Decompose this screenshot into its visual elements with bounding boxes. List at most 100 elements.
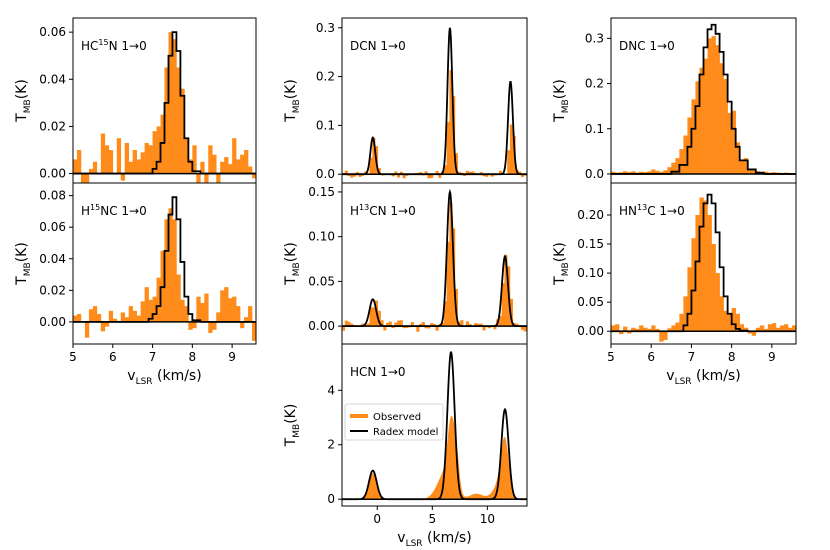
observed-bar bbox=[100, 321, 106, 332]
observed-bar bbox=[216, 312, 221, 322]
observed-bar bbox=[168, 208, 173, 322]
observed-bar bbox=[164, 67, 169, 174]
observed-bar bbox=[419, 323, 423, 327]
observed-bar bbox=[108, 150, 114, 174]
observed-bar bbox=[397, 174, 401, 178]
y-tick-label: 0.02 bbox=[39, 119, 66, 133]
observed-bar bbox=[643, 327, 648, 332]
observed-bar bbox=[124, 142, 129, 174]
panel-hc15n: 0.00 0.02 0.04 0.06 HC15N 1→0 TMB(K) bbox=[14, 17, 257, 184]
observed-bar bbox=[655, 170, 660, 174]
observed-bar bbox=[671, 162, 676, 174]
legend-box bbox=[344, 403, 444, 441]
observed-bar bbox=[457, 171, 461, 175]
observed-bar bbox=[152, 296, 157, 322]
x-tick-label: 0 bbox=[373, 512, 381, 526]
observed-bar bbox=[485, 174, 489, 177]
observed-bar bbox=[731, 110, 736, 174]
observed-bar bbox=[479, 323, 483, 327]
observed-bar bbox=[791, 325, 796, 332]
observed-bar bbox=[104, 145, 110, 174]
observed-bar bbox=[184, 306, 189, 322]
observed-bar bbox=[156, 126, 161, 174]
model-line bbox=[611, 193, 796, 333]
observed-bar bbox=[342, 326, 346, 331]
observed-bar bbox=[196, 296, 201, 322]
observed-bar bbox=[410, 321, 414, 327]
x-tick-label: 6 bbox=[647, 350, 655, 364]
observed-bar bbox=[347, 321, 351, 327]
observed-bar bbox=[751, 170, 757, 174]
observed-bar bbox=[699, 197, 704, 332]
observed-bar bbox=[232, 296, 237, 322]
observed-bar bbox=[727, 112, 732, 174]
observed-bar bbox=[775, 327, 781, 332]
observed-bar bbox=[659, 331, 664, 342]
observed-bar bbox=[160, 114, 165, 174]
observed-bar bbox=[743, 158, 749, 174]
observed-bar bbox=[236, 159, 241, 174]
observed-bar bbox=[424, 171, 428, 175]
y-tick-label: 0.00 bbox=[39, 167, 66, 181]
observed-bar bbox=[695, 81, 700, 174]
observed-bar bbox=[520, 326, 524, 330]
observed-bar bbox=[504, 254, 508, 327]
observed-bar bbox=[747, 331, 753, 334]
panel-frame bbox=[341, 343, 528, 507]
observed-bar bbox=[236, 306, 241, 322]
observed-bar bbox=[759, 325, 765, 332]
observed-bar bbox=[647, 171, 652, 174]
panel-h15nc: 0.00 0.02 0.04 0.06 0.08 5 6 7 8 9 H15NC 1→0 TMB(K)… bbox=[14, 182, 257, 387]
x-tick-label: 6 bbox=[109, 350, 117, 364]
observed-bar bbox=[92, 161, 98, 174]
observed-bar bbox=[482, 174, 486, 177]
observed-bar bbox=[350, 174, 354, 178]
observed-bar bbox=[465, 170, 469, 175]
plot-area-hn13c bbox=[611, 193, 796, 342]
observed-bar bbox=[168, 32, 173, 174]
observed-bar bbox=[136, 315, 141, 322]
observed-bar bbox=[88, 168, 94, 174]
model-line bbox=[73, 31, 256, 175]
x-tick-label: 10 bbox=[480, 512, 495, 526]
observed-bar bbox=[432, 323, 436, 327]
y-axis-label: TMB(K) bbox=[283, 404, 302, 448]
observed-bar bbox=[763, 171, 769, 174]
observed-bar bbox=[394, 322, 398, 327]
observed-bar bbox=[192, 145, 197, 174]
observed-bar bbox=[244, 317, 249, 322]
model-line bbox=[73, 196, 256, 323]
observed-bar bbox=[663, 170, 668, 174]
observed-bar bbox=[515, 323, 519, 327]
observed-bar bbox=[220, 290, 225, 322]
y-tick-label: 0.10 bbox=[577, 266, 604, 280]
y-tick-label: 4 bbox=[327, 383, 335, 397]
y-tick-label: 0.0 bbox=[585, 167, 604, 181]
observed-bar bbox=[783, 324, 789, 332]
model-line bbox=[611, 23, 796, 175]
observed-bar bbox=[683, 135, 688, 174]
observed-bar bbox=[687, 117, 692, 174]
observed-bar bbox=[80, 173, 86, 183]
x-tick-label: 9 bbox=[768, 350, 776, 364]
observed-bar bbox=[443, 301, 447, 327]
observed-bar bbox=[611, 171, 616, 174]
observed-area bbox=[342, 415, 527, 500]
observed-bar bbox=[479, 172, 483, 175]
observed-bar bbox=[136, 159, 141, 174]
observed-bar bbox=[498, 315, 502, 327]
observed-bar bbox=[703, 58, 708, 174]
observed-bar bbox=[675, 322, 680, 332]
observed-bar bbox=[651, 325, 656, 332]
observed-bar bbox=[204, 173, 209, 183]
observed-bar bbox=[220, 161, 225, 174]
observed-bar bbox=[419, 172, 423, 175]
observed-bar bbox=[460, 320, 464, 327]
observed-bar bbox=[430, 174, 434, 179]
panel-hn13c: 0.00 0.05 0.10 0.15 0.20 5 6 7 8 9 HN13C 1→0 TMB(K)… bbox=[552, 182, 797, 387]
observed-bar bbox=[104, 321, 110, 327]
observed-bar bbox=[386, 322, 390, 327]
plot-area-h15nc bbox=[73, 196, 256, 341]
observed-bar bbox=[659, 171, 664, 174]
